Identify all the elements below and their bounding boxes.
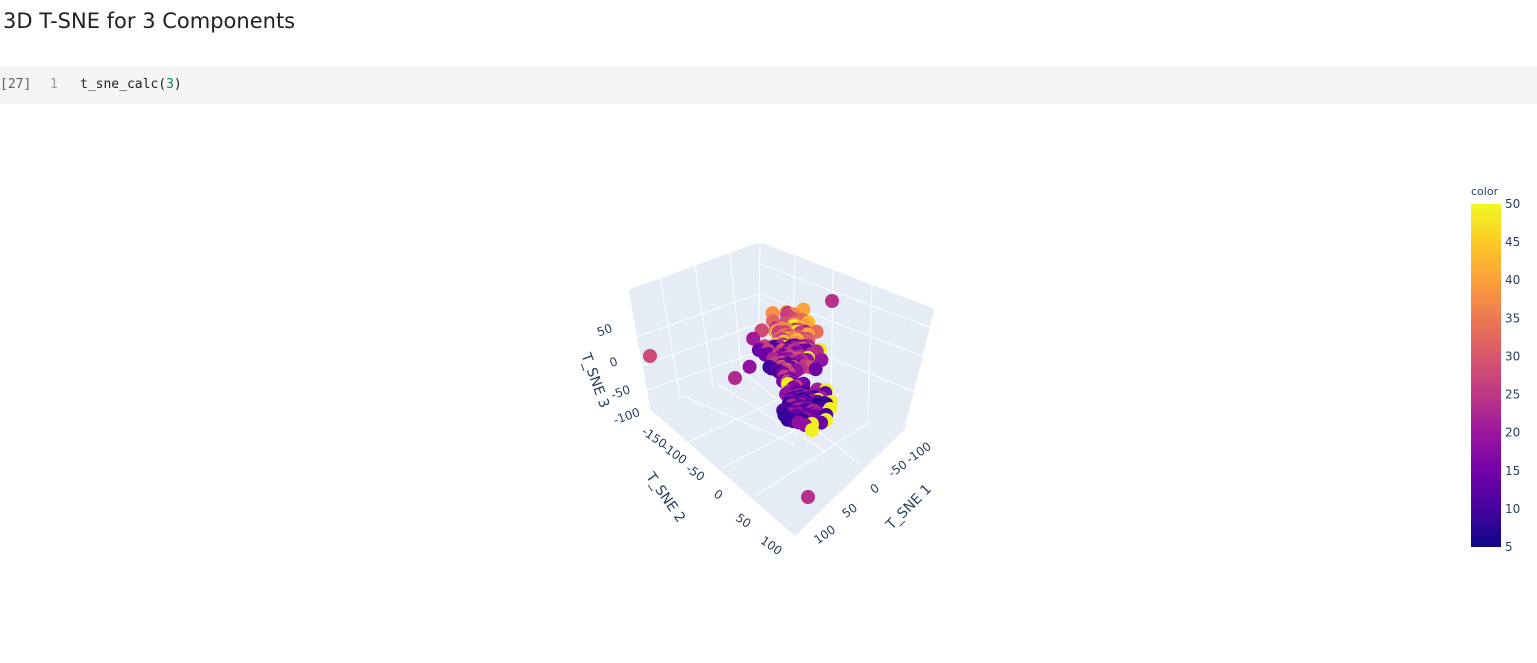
code-argument: 3	[166, 77, 174, 92]
grid-line	[689, 393, 791, 442]
colorbar-tick-label: 5	[1505, 540, 1513, 554]
outlier-point[interactable]	[825, 294, 839, 308]
outlier-point[interactable]	[728, 371, 742, 385]
colorbar-ticks: 50 45 40 35 30 25 20 15 10 5	[1505, 197, 1520, 554]
y-tick-label: 100	[758, 533, 785, 558]
line-number: 1	[50, 77, 58, 92]
colorbar-tick-label: 35	[1505, 311, 1520, 325]
z-tick-label: -50	[609, 382, 632, 402]
execution-count: [27]	[0, 77, 32, 92]
z-tick-label: 50	[595, 321, 614, 339]
code-line[interactable]: t_sne_calc(3)	[80, 77, 182, 92]
grid-line	[729, 252, 743, 376]
grid-line	[682, 395, 796, 445]
z-axis-title: T_SNE 3	[577, 350, 612, 410]
grid-line	[717, 383, 827, 453]
colorbar-tick-label: 25	[1505, 388, 1520, 402]
x-tick-label: -50	[886, 457, 910, 480]
page-title: 3D T-SNE for 3 Components	[3, 9, 296, 33]
colorbar: color 50 45 40 35 30 25 20 15 10 5	[1471, 185, 1520, 554]
grid-lines	[627, 241, 936, 497]
y-axis-title: T_SNE 2	[642, 469, 688, 526]
grid-line	[867, 284, 873, 414]
y-tick-label: -100	[659, 440, 689, 467]
floor-pane	[650, 372, 905, 536]
z-tick-label: -100	[611, 405, 641, 427]
x-tick-label: -100	[904, 439, 934, 466]
colorbar-tick-label: 10	[1505, 502, 1520, 516]
colorbar-tick-label: 40	[1505, 273, 1520, 287]
x-tick-label: 50	[839, 501, 860, 521]
code-close-paren: )	[173, 77, 182, 92]
colorbar-title: color	[1471, 185, 1499, 198]
data-point[interactable]	[808, 362, 823, 377]
y-tick-label: -50	[683, 461, 707, 484]
colorbar-tick-label: 15	[1505, 464, 1520, 478]
y-tick-label: 0	[711, 487, 725, 503]
grid-line	[754, 421, 871, 497]
colorbar-tick-label: 30	[1505, 349, 1520, 363]
grid-line	[759, 263, 936, 330]
code-function: t_sne_calc(	[80, 77, 167, 92]
grid-line	[634, 351, 759, 395]
code-cell[interactable]: [27] 1 t_sne_calc(3)	[0, 66, 1537, 104]
grid-line	[627, 289, 651, 410]
colorbar-tick-label: 50	[1505, 197, 1520, 211]
z-tick-label: 0	[608, 354, 620, 370]
colorbar-gradient	[1471, 204, 1501, 547]
data-point[interactable]	[742, 359, 757, 374]
x-axis-title: T_SNE 1	[883, 481, 935, 533]
data-point[interactable]	[805, 423, 819, 437]
grid-line	[659, 277, 681, 399]
grid-line	[627, 293, 759, 341]
x-tick-label: 100	[811, 522, 838, 547]
outlier-point[interactable]	[801, 490, 815, 504]
y-tick-label: 50	[733, 511, 754, 531]
colorbar-tick-label: 20	[1505, 426, 1520, 440]
grid-line	[904, 308, 936, 430]
data-point[interactable]	[746, 331, 761, 346]
x-tick-label: 0	[868, 481, 882, 497]
scatter-3d-chart[interactable]: 500-50-100-150-100-50050100-100-50050100…	[0, 104, 1537, 659]
grid-line	[759, 293, 931, 360]
colorbar-tick-label: 45	[1505, 235, 1520, 249]
grid-line	[694, 264, 714, 387]
outlier-point[interactable]	[643, 349, 657, 363]
scatter-points[interactable]	[643, 294, 839, 504]
plot-output[interactable]: 50 0 -50 -100 -150 -100 -50 0 50 100 -100 -50 0 50 100…	[0, 104, 1537, 659]
